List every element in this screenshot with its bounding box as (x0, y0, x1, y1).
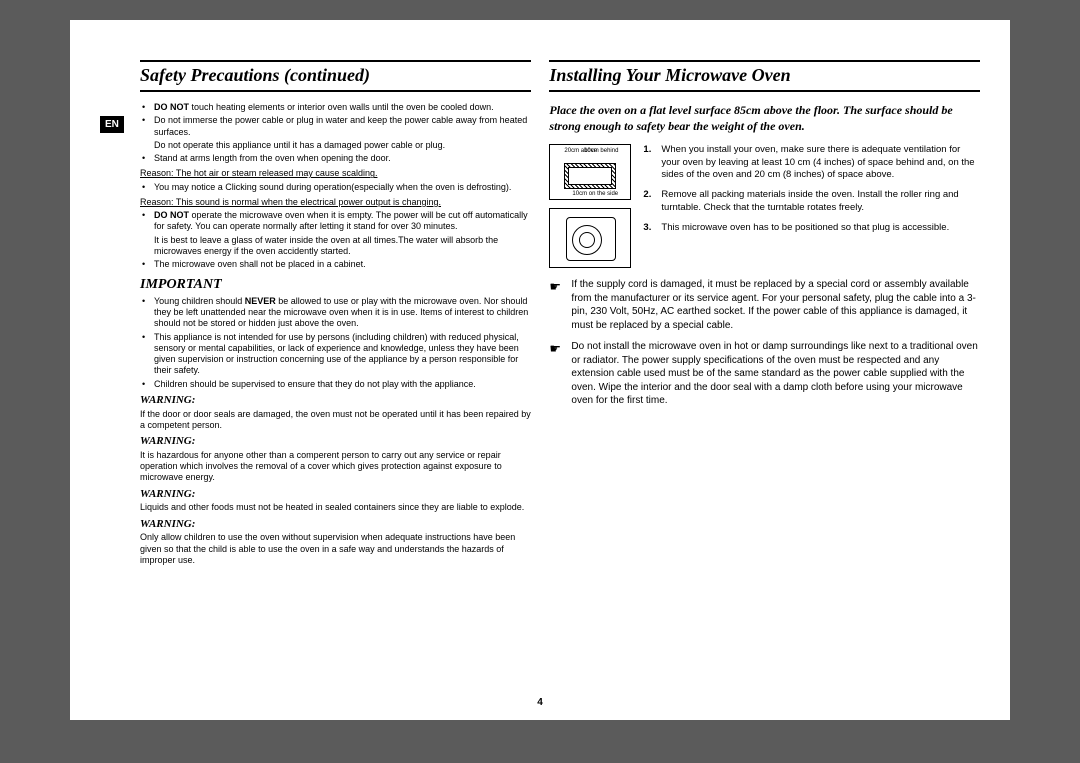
reason-1: Reason: The hot air or steam released ma… (140, 168, 531, 179)
warning-text: Liquids and other foods must not be heat… (140, 502, 531, 513)
bullet-item: Do not immerse the power cable or plug i… (140, 115, 531, 138)
install-step: 1. When you install your oven, make sure … (643, 144, 980, 181)
warning-label: WARNING: (140, 394, 531, 408)
pointer-item: If the supply cord is damaged, it must b… (549, 278, 980, 332)
bullet-group-2: You may notice a Clicking sound during o… (140, 182, 531, 193)
left-title-rule: Safety Precautions (continued) (140, 60, 531, 92)
warning-text: It is hazardous for anyone other than a … (140, 450, 531, 484)
right-title-rule: Installing Your Microwave Oven (549, 60, 980, 92)
language-badge: EN (100, 116, 124, 133)
right-column: Installing Your Microwave Oven Place the… (549, 60, 980, 700)
bullet-item: Young children should NEVER be allowed t… (140, 296, 531, 330)
step-text: When you install your oven, make sure th… (661, 144, 974, 180)
manual-page: EN Safety Precautions (continued) DO NOT… (70, 20, 1010, 720)
bullet-group-1: DO NOT touch heating elements or interio… (140, 102, 531, 164)
warning-label: WARNING: (140, 435, 531, 449)
bullet-item: DO NOT operate the microwave oven when i… (140, 210, 531, 233)
install-step: 3. This microwave oven has to be position… (643, 222, 980, 234)
page-number: 4 (537, 697, 543, 708)
step-number: 1. (643, 144, 651, 156)
bullet-item: The microwave oven shall not be placed i… (140, 259, 531, 270)
warning-label: WARNING: (140, 488, 531, 502)
bullet-item: DO NOT touch heating elements or interio… (140, 102, 531, 113)
turntable-diagram (549, 208, 631, 268)
bullet-subtext: It is best to leave a glass of water ins… (140, 235, 531, 258)
bullet-group-3: DO NOT operate the microwave oven when i… (140, 210, 531, 270)
pointer-item: Do not install the microwave oven in hot… (549, 340, 980, 408)
install-row: 20cm above 10cm behind 10cm on the side … (549, 144, 980, 268)
important-label: IMPORTANT (140, 276, 531, 294)
install-steps: 1. When you install your oven, make sure … (643, 144, 980, 268)
label-side: 10cm on the side (572, 191, 618, 197)
right-title: Installing Your Microwave Oven (549, 62, 980, 90)
reason-2: Reason: This sound is normal when the el… (140, 197, 531, 208)
important-bullets: Young children should NEVER be allowed t… (140, 296, 531, 390)
warning-text: If the door or door seals are damaged, t… (140, 409, 531, 432)
clearance-diagram: 20cm above 10cm behind 10cm on the side (549, 144, 631, 200)
bullet-subtext: Do not operate this appliance until it h… (140, 140, 531, 151)
warning-label: WARNING: (140, 518, 531, 532)
step-number: 2. (643, 189, 651, 201)
warnings-container: WARNING:If the door or door seals are da… (140, 394, 531, 566)
bullet-item: Stand at arms length from the oven when … (140, 153, 531, 164)
left-title: Safety Precautions (continued) (140, 62, 531, 90)
warning-text: Only allow children to use the oven with… (140, 532, 531, 566)
bullet-item: You may notice a Clicking sound during o… (140, 182, 531, 193)
label-behind: 10cm behind (584, 148, 618, 154)
diagram-column: 20cm above 10cm behind 10cm on the side (549, 144, 631, 268)
step-number: 3. (643, 222, 651, 234)
bullet-item: This appliance is not intended for use b… (140, 332, 531, 377)
pointer-notes: If the supply cord is damaged, it must b… (549, 278, 980, 416)
left-column: Safety Precautions (continued) DO NOT to… (100, 60, 531, 700)
bullet-item: Children should be supervised to ensure … (140, 379, 531, 390)
oven-icon (564, 163, 616, 189)
step-text: This microwave oven has to be positioned… (661, 222, 949, 233)
install-step: 2. Remove all packing materials inside th… (643, 189, 980, 214)
install-intro: Place the oven on a flat level surface 8… (549, 102, 980, 134)
step-text: Remove all packing materials inside the … (661, 189, 958, 212)
left-body: DO NOT touch heating elements or interio… (140, 102, 531, 566)
